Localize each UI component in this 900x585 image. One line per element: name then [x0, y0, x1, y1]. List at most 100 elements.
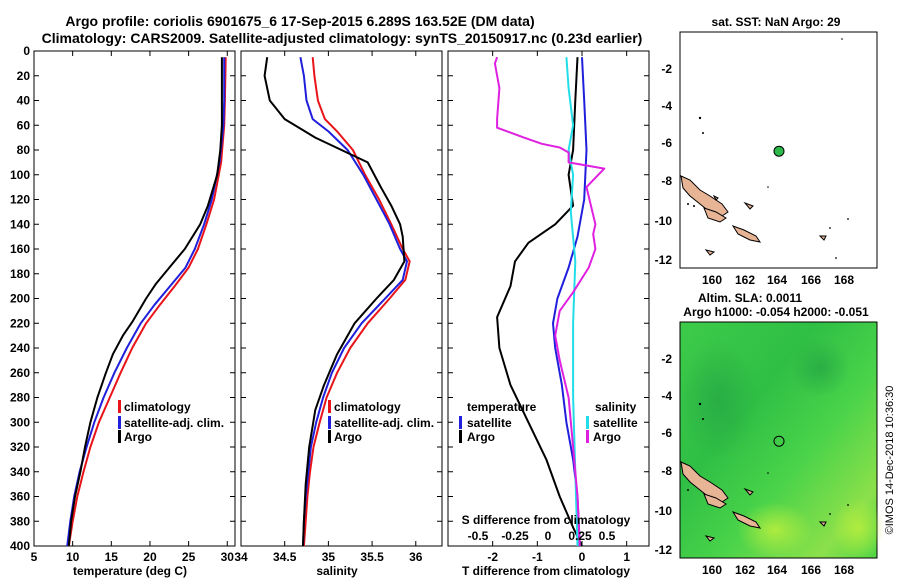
map-x-tick-label: 166: [801, 563, 821, 577]
x-tick-label: 30: [221, 550, 235, 564]
sst-map-y-ticks: -2 -4 -6 -8 -10 -12: [655, 62, 673, 267]
y-tick-label: 180: [10, 267, 30, 281]
y-tick-label: 220: [10, 316, 30, 330]
temperature-legend: climatology satellite-adj. clim. Argo: [118, 400, 224, 444]
figure-title-line1: Argo profile: coriolis 6901675_6 17-Sep-…: [65, 13, 534, 29]
temperature-xlabel: temperature (deg C): [73, 564, 187, 578]
sla-map-subtitle: Argo h1000: -0.054 h2000: -0.051: [683, 305, 869, 319]
legend-argo-swatch: [328, 430, 331, 443]
salinity-legend: climatology satellite-adj. clim. Argo: [328, 400, 434, 444]
x-tick-label: 0: [579, 550, 586, 564]
y-tick-label: 280: [10, 391, 30, 405]
sla-map-title: Altim. SLA: 0.0011: [698, 291, 802, 305]
island-shape: [731, 511, 762, 529]
map-y-tick-label: -10: [655, 504, 673, 518]
x-tick-label: 34: [234, 550, 248, 564]
difference-panel-frame: [447, 50, 650, 547]
legend-argo-label: Argo: [124, 430, 152, 444]
legend-t-argo-label: Argo: [467, 430, 495, 444]
y-tick-label: 360: [10, 490, 30, 504]
legend-climatology-swatch: [328, 400, 331, 413]
top-tick-label: -0.5: [468, 529, 489, 543]
legend-t-satellite-swatch: [459, 416, 462, 429]
legend-climatology-swatch: [118, 400, 121, 413]
y-tick-label: 0: [23, 44, 30, 58]
x-tick-label: 1: [623, 550, 630, 564]
legend-s-argo-swatch: [586, 430, 589, 443]
series-line-argo: [263, 57, 406, 547]
series-line-salinity-satellite: [565, 57, 579, 547]
legend-climatology-label: climatology: [334, 400, 401, 414]
y-tick-label: 100: [10, 168, 30, 182]
legend-s-argo-label: Argo: [593, 430, 621, 444]
map-x-tick-label: 162: [735, 563, 755, 577]
y-tick-label: 240: [10, 341, 30, 355]
y-tick-label: 20: [17, 69, 31, 83]
series-line-climatology: [302, 57, 411, 547]
map-y-tick-label: -2: [661, 62, 672, 76]
x-tick-label: -1: [532, 550, 543, 564]
map-x-tick-label: 166: [801, 273, 821, 287]
sla-low-anomaly: [678, 340, 758, 460]
imos-watermark: ©IMOS 14-Dec-2018 10:36:30: [884, 386, 896, 535]
temperature-profile-plot: 5 10 15 20 25 3002040608010012014016018020022…: [10, 44, 235, 564]
map-y-tick-label: -6: [661, 426, 672, 440]
map-x-tick-label: 168: [834, 273, 854, 287]
sst-map-title: sat. SST: NaN Argo: 29: [712, 15, 841, 29]
island-shape: [743, 487, 754, 496]
series-line-argo: [67, 57, 223, 547]
y-tick-label: 140: [10, 217, 30, 231]
legend-temperature-header: temperature: [467, 400, 537, 414]
legend-t-satellite-label: satellite: [467, 416, 512, 430]
map-y-tick-label: -4: [661, 99, 672, 113]
sst-map-x-ticks: 160 162 164 166 168: [702, 273, 854, 287]
legend-t-argo-swatch: [459, 430, 462, 443]
sst-map: -2 -4 -6 -8 -10 -12 160 162 164 166 168: [655, 31, 878, 287]
map-y-tick-label: -10: [655, 214, 673, 228]
top-tick-label: 0: [545, 529, 552, 543]
difference-top-ticks: -0.5 -0.25 0 0.25 0.5: [468, 529, 616, 543]
salinity-xlabel: salinity: [316, 564, 358, 578]
x-tick-label: 20: [143, 550, 157, 564]
y-tick-label: 200: [10, 292, 30, 306]
top-tick-label: 0.5: [599, 529, 616, 543]
sla-high-anomaly: [737, 502, 813, 558]
island-shape: [818, 521, 827, 527]
map-x-tick-label: 164: [767, 273, 787, 287]
sla-low-anomaly: [790, 338, 850, 398]
island-shape: [703, 493, 727, 509]
legend-satellite-swatch: [328, 416, 331, 429]
sla-map-y-ticks: -2 -4 -6 -8 -10 -12: [655, 352, 673, 557]
map-y-tick-label: -8: [661, 174, 672, 188]
x-tick-label: 35.5: [360, 550, 384, 564]
map-x-tick-label: 168: [834, 563, 854, 577]
temperature-panel-frame: [33, 50, 236, 547]
series-line-climatology: [67, 57, 227, 547]
legend-satellite-label: satellite-adj. clim.: [124, 416, 224, 430]
map-y-tick-label: -12: [655, 543, 673, 557]
y-tick-label: 400: [10, 539, 30, 553]
y-tick-label: 340: [10, 465, 30, 479]
legend-argo-label: Argo: [334, 430, 362, 444]
island-shape: [818, 235, 827, 241]
island-shape: [680, 175, 729, 217]
sla-map-land: [680, 461, 827, 542]
sla-map: -2 -4 -6 -8 -10 -12 160 162 164 166 168: [655, 321, 884, 577]
map-x-tick-label: 164: [767, 563, 787, 577]
y-tick-label: 40: [17, 94, 31, 108]
x-tick-label: 36: [409, 550, 423, 564]
y-tick-label: 80: [17, 143, 31, 157]
map-y-tick-label: -12: [655, 253, 673, 267]
difference-profile-plot: -2 -1 0 1: [448, 50, 649, 564]
sla-map-x-ticks: 160 162 164 166 168: [702, 563, 854, 577]
map-y-tick-label: -2: [661, 352, 672, 366]
series-line-salinity-argo: [493, 56, 606, 547]
legend-satellite-label: satellite-adj. clim.: [334, 416, 434, 430]
series-line-temperature-argo: [496, 57, 583, 547]
legend-argo-swatch: [118, 430, 121, 443]
argo-float-location-marker: [773, 145, 785, 157]
salinity-panel-frame: [240, 50, 443, 547]
x-tick-label: 34.5: [273, 550, 297, 564]
island-shape: [703, 207, 727, 223]
series-line-satellite-adj-clim-: [299, 57, 408, 547]
